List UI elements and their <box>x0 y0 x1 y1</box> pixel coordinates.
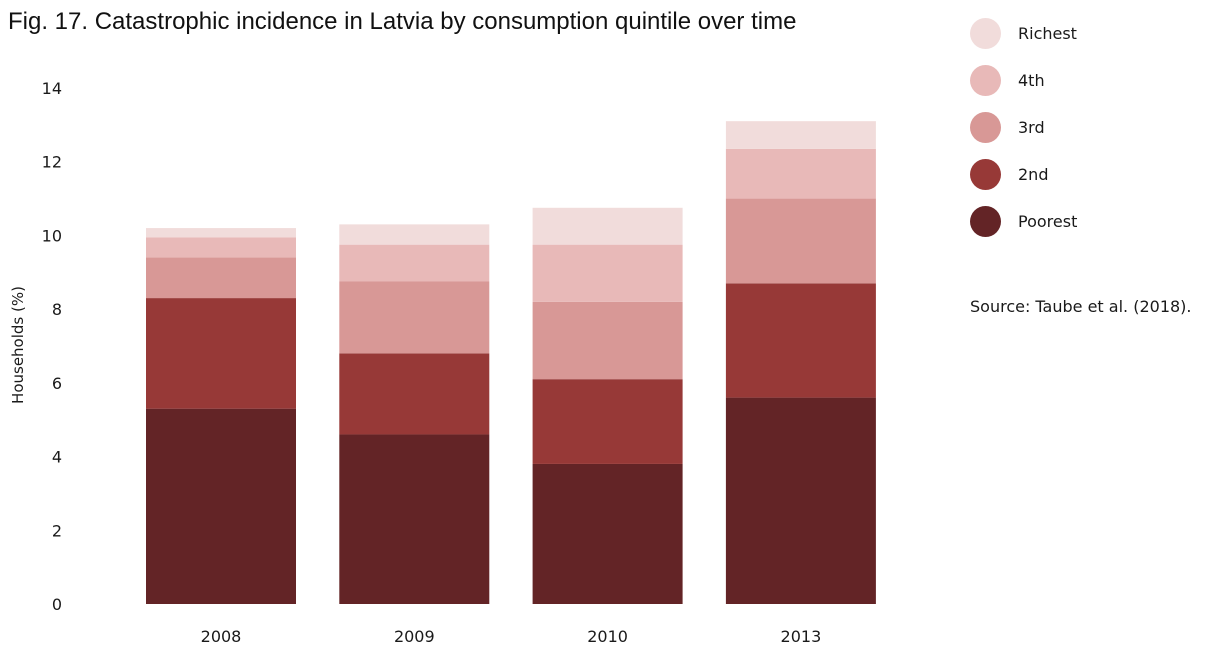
bar-segment-richest-2010 <box>532 207 683 245</box>
y-tick-label: 14 <box>42 79 62 98</box>
y-tick-label: 8 <box>52 300 62 319</box>
bar-segment-richest-2009 <box>339 224 490 245</box>
legend-label: 2nd <box>1018 165 1049 184</box>
legend-swatch-icon <box>970 18 1001 49</box>
source-note: Source: Taube et al. (2018). <box>970 297 1192 316</box>
bar-segment-4th-2010 <box>532 244 683 302</box>
bar-stack-2013 <box>725 121 876 604</box>
y-tick-label: 6 <box>52 374 62 393</box>
bar-segment-2nd-2013 <box>725 283 876 398</box>
legend-item-2nd: 2nd <box>970 151 1077 198</box>
legend-swatch-icon <box>970 65 1001 96</box>
chart-title: Fig. 17. Catastrophic incidence in Latvi… <box>8 8 797 35</box>
bar-segment-4th-2008 <box>146 237 296 258</box>
bar-segment-3rd-2010 <box>532 301 683 380</box>
bar-segment-2nd-2009 <box>339 353 490 435</box>
legend-label: Richest <box>1018 24 1077 43</box>
x-tick-label: 2010 <box>587 627 628 646</box>
legend-item-3rd: 3rd <box>970 104 1077 151</box>
legend-swatch-icon <box>970 206 1001 237</box>
bar-segment-2nd-2008 <box>146 298 296 409</box>
bar-segment-4th-2009 <box>339 244 490 282</box>
y-tick-label: 4 <box>52 448 62 467</box>
bar-segment-2nd-2010 <box>532 379 683 464</box>
legend-swatch-icon <box>970 112 1001 143</box>
x-tick-label: 2009 <box>394 627 435 646</box>
legend-label: 3rd <box>1018 118 1045 137</box>
bar-segment-poorest-2008 <box>146 408 296 604</box>
x-tick-label: 2008 <box>201 627 242 646</box>
bar-segment-4th-2013 <box>725 148 876 199</box>
legend-swatch-icon <box>970 159 1001 190</box>
bar-segment-richest-2013 <box>725 121 876 149</box>
bar-segment-3rd-2009 <box>339 281 490 354</box>
bar-stack-2008 <box>146 228 296 604</box>
chart-plot: 0 2 4 6 8 10 12 14 2008 2009 2010 2013 Households … <box>9 79 876 646</box>
bar-segment-3rd-2013 <box>725 198 876 284</box>
legend-item-poorest: Poorest <box>970 198 1077 245</box>
y-tick-label: 10 <box>42 226 62 245</box>
legend-item-4th: 4th <box>970 57 1077 104</box>
bar-stack-2009 <box>339 224 490 604</box>
y-tick-label: 12 <box>42 153 62 172</box>
y-tick-label: 2 <box>52 521 62 540</box>
bars <box>146 121 876 604</box>
x-axis: 2008 2009 2010 2013 <box>201 627 822 646</box>
legend: Richest 4th 3rd 2nd Poorest <box>970 10 1077 245</box>
bar-stack-2010 <box>532 207 683 604</box>
legend-label: 4th <box>1018 71 1045 90</box>
y-tick-label: 0 <box>52 595 62 614</box>
y-axis-label: Households (%) <box>9 286 27 404</box>
legend-label: Poorest <box>1018 212 1078 231</box>
bar-segment-poorest-2009 <box>339 434 490 604</box>
bar-segment-poorest-2013 <box>725 397 876 604</box>
x-tick-label: 2013 <box>781 627 822 646</box>
bar-segment-3rd-2008 <box>146 257 296 299</box>
legend-item-richest: Richest <box>970 10 1077 57</box>
bar-segment-richest-2008 <box>146 228 296 238</box>
bar-segment-poorest-2010 <box>532 463 683 604</box>
y-axis: 0 2 4 6 8 10 12 14 <box>42 79 62 614</box>
